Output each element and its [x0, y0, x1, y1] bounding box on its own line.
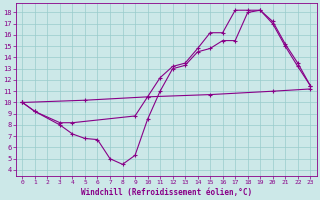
X-axis label: Windchill (Refroidissement éolien,°C): Windchill (Refroidissement éolien,°C) [81, 188, 252, 197]
